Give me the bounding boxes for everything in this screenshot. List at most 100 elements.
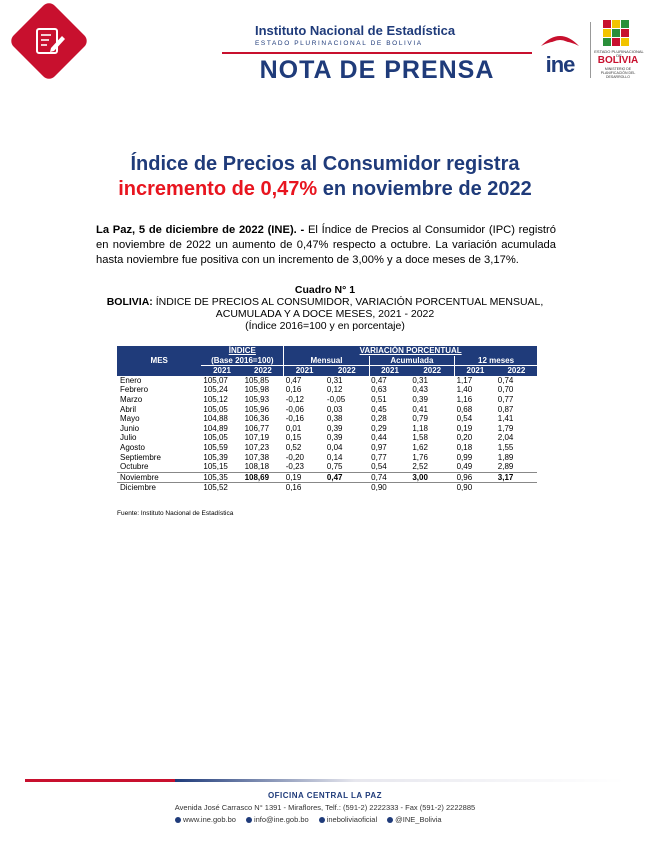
value-cell: 0,90 <box>371 483 387 493</box>
header-year: 2022 <box>324 365 370 376</box>
month-cell: Abril <box>120 404 137 414</box>
value-cell: 1,62 <box>412 442 428 452</box>
caption-line1-rest: ÍNDICE DE PRECIOS AL CONSUMIDOR, VARIACI… <box>152 296 544 308</box>
headline-rest: en noviembre de 2022 <box>317 178 532 200</box>
value-cell: 0,18 <box>456 442 473 452</box>
value-cell: 0,77 <box>497 394 514 404</box>
caption-line1: BOLIVIA: ÍNDICE DE PRECIOS AL CONSUMIDOR… <box>60 296 590 308</box>
value-cell: 0,74 <box>497 375 514 385</box>
value-cell: -0,23 <box>285 462 304 472</box>
value-cell: 1,18 <box>412 423 428 433</box>
value-cell: 0,54 <box>456 414 473 424</box>
institution-name: Instituto Nacional de Estadística <box>255 23 456 38</box>
value-cell: 0,45 <box>371 404 387 414</box>
value-cell: 1,41 <box>497 414 514 424</box>
value-cell: 0,39 <box>412 394 428 404</box>
value-cell: 0,15 <box>285 433 302 443</box>
value-cell: 0,75 <box>326 462 343 472</box>
value-cell: 0,16 <box>285 385 302 395</box>
header-year: 2022 <box>410 365 455 376</box>
value-cell: 0,43 <box>412 385 428 395</box>
bolivia-name: BOLIVIA <box>597 55 639 66</box>
footer-bar <box>25 779 625 782</box>
value-cell: 0,41 <box>412 404 428 414</box>
header-divider <box>222 52 532 54</box>
bolivia-crest-icon <box>603 20 629 46</box>
header-year: 2022 <box>242 365 284 376</box>
email-icon <box>245 816 252 823</box>
value-cell: 0,14 <box>326 452 343 462</box>
value-cell: 0,44 <box>371 433 387 443</box>
value-cell: 105,35 <box>201 471 243 484</box>
ine-logo-text: ine <box>545 52 576 77</box>
header-year: 2021 <box>454 365 496 376</box>
value-cell: 0,63 <box>371 385 387 395</box>
value-cell: 105,39 <box>203 452 228 462</box>
value-cell: 1,55 <box>497 442 514 452</box>
footer-email[interactable]: info@ine.gob.bo <box>245 815 309 824</box>
value-cell: 0,47 <box>324 471 370 484</box>
table-number: Cuadro N° 1 <box>294 284 356 296</box>
headline-line1: Índice de Precios al Consumidor registra <box>130 153 520 175</box>
footer-web[interactable]: www.ine.gob.bo <box>175 815 236 824</box>
facebook-label: ineboliviaoficial <box>326 815 378 824</box>
header-year: 2021 <box>283 365 325 376</box>
twitter-label: @INE_Bolivia <box>395 815 442 824</box>
value-cell: 0,49 <box>456 462 473 472</box>
header-indice: ÍNDICE <box>201 346 284 356</box>
month-cell: Julio <box>120 433 137 443</box>
month-cell: Mayo <box>120 414 140 424</box>
facebook-icon <box>318 816 325 823</box>
month-cell: Octubre <box>120 462 149 472</box>
footer-twitter[interactable]: @INE_Bolivia <box>387 815 442 824</box>
value-cell: 0,19 <box>456 423 473 433</box>
value-cell: 108,69 <box>242 471 284 484</box>
value-cell: 0,70 <box>497 385 514 395</box>
value-cell: 1,16 <box>456 394 473 404</box>
value-cell: 105,98 <box>244 385 270 395</box>
value-cell: 3,17 <box>495 471 537 484</box>
value-cell: 104,88 <box>203 414 228 424</box>
value-cell: 1,76 <box>412 452 428 462</box>
value-cell: 0,39 <box>326 423 343 433</box>
caption-line3: (Índice 2016=100 y en porcentaje) <box>245 320 405 332</box>
value-cell: 0,77 <box>371 452 387 462</box>
table-row: Julio 105,05 107,19 0,15 0,39 0,44 1,58 0,20 2,0… <box>117 433 537 443</box>
value-cell: 108,18 <box>244 462 270 472</box>
web-label: www.ine.gob.bo <box>183 815 236 824</box>
value-cell: 0,31 <box>326 375 343 385</box>
value-cell: 2,89 <box>497 462 514 472</box>
value-cell: 2,04 <box>497 433 514 443</box>
value-cell: 0,16 <box>285 483 302 493</box>
value-cell: -0,06 <box>285 404 304 414</box>
globe-icon <box>175 816 181 823</box>
value-cell: 0,90 <box>456 483 473 493</box>
footer-address: Avenida José Carrasco N° 1391 - Miraflor… <box>174 803 476 812</box>
table-row: Junio 104,89 106,77 0,01 0,39 0,29 1,18 0,19 1,7… <box>117 424 537 434</box>
value-cell: 0,28 <box>371 414 387 424</box>
header-mes: MES <box>117 346 202 376</box>
value-cell: 1,58 <box>412 433 428 443</box>
value-cell: 0,12 <box>326 385 343 395</box>
value-cell: -0,05 <box>326 394 346 404</box>
value-cell: 105,96 <box>244 404 270 414</box>
value-cell: 0,01 <box>285 423 302 433</box>
footer-facebook[interactable]: ineboliviaoficial <box>318 815 378 824</box>
logo-divider <box>590 22 591 78</box>
caption-country: BOLIVIA: <box>106 296 153 308</box>
value-cell: 105,85 <box>244 375 270 385</box>
month-cell: Diciembre <box>120 483 157 493</box>
month-cell: Junio <box>120 423 140 433</box>
page-title: NOTA DE PRENSA <box>259 56 495 84</box>
value-cell: 105,07 <box>203 375 228 385</box>
ipc-table: MES ÍNDICE VARIACIÓN PORCENTUAL (Base 20… <box>117 346 537 493</box>
headline: Índice de Precios al Consumidor registra… <box>0 152 650 202</box>
value-cell: 105,59 <box>203 442 228 452</box>
edit-document-icon <box>36 28 65 54</box>
institution-subtitle: ESTADO PLURINACIONAL DE BOLIVIA <box>255 40 423 47</box>
bolivia-state-label: ESTADO PLURINACIONAL DE <box>594 49 644 58</box>
value-cell: 0,79 <box>412 414 428 424</box>
header-year: 2021 <box>201 365 243 376</box>
value-cell: 0,51 <box>371 394 387 404</box>
value-cell: 0,19 <box>283 471 325 484</box>
